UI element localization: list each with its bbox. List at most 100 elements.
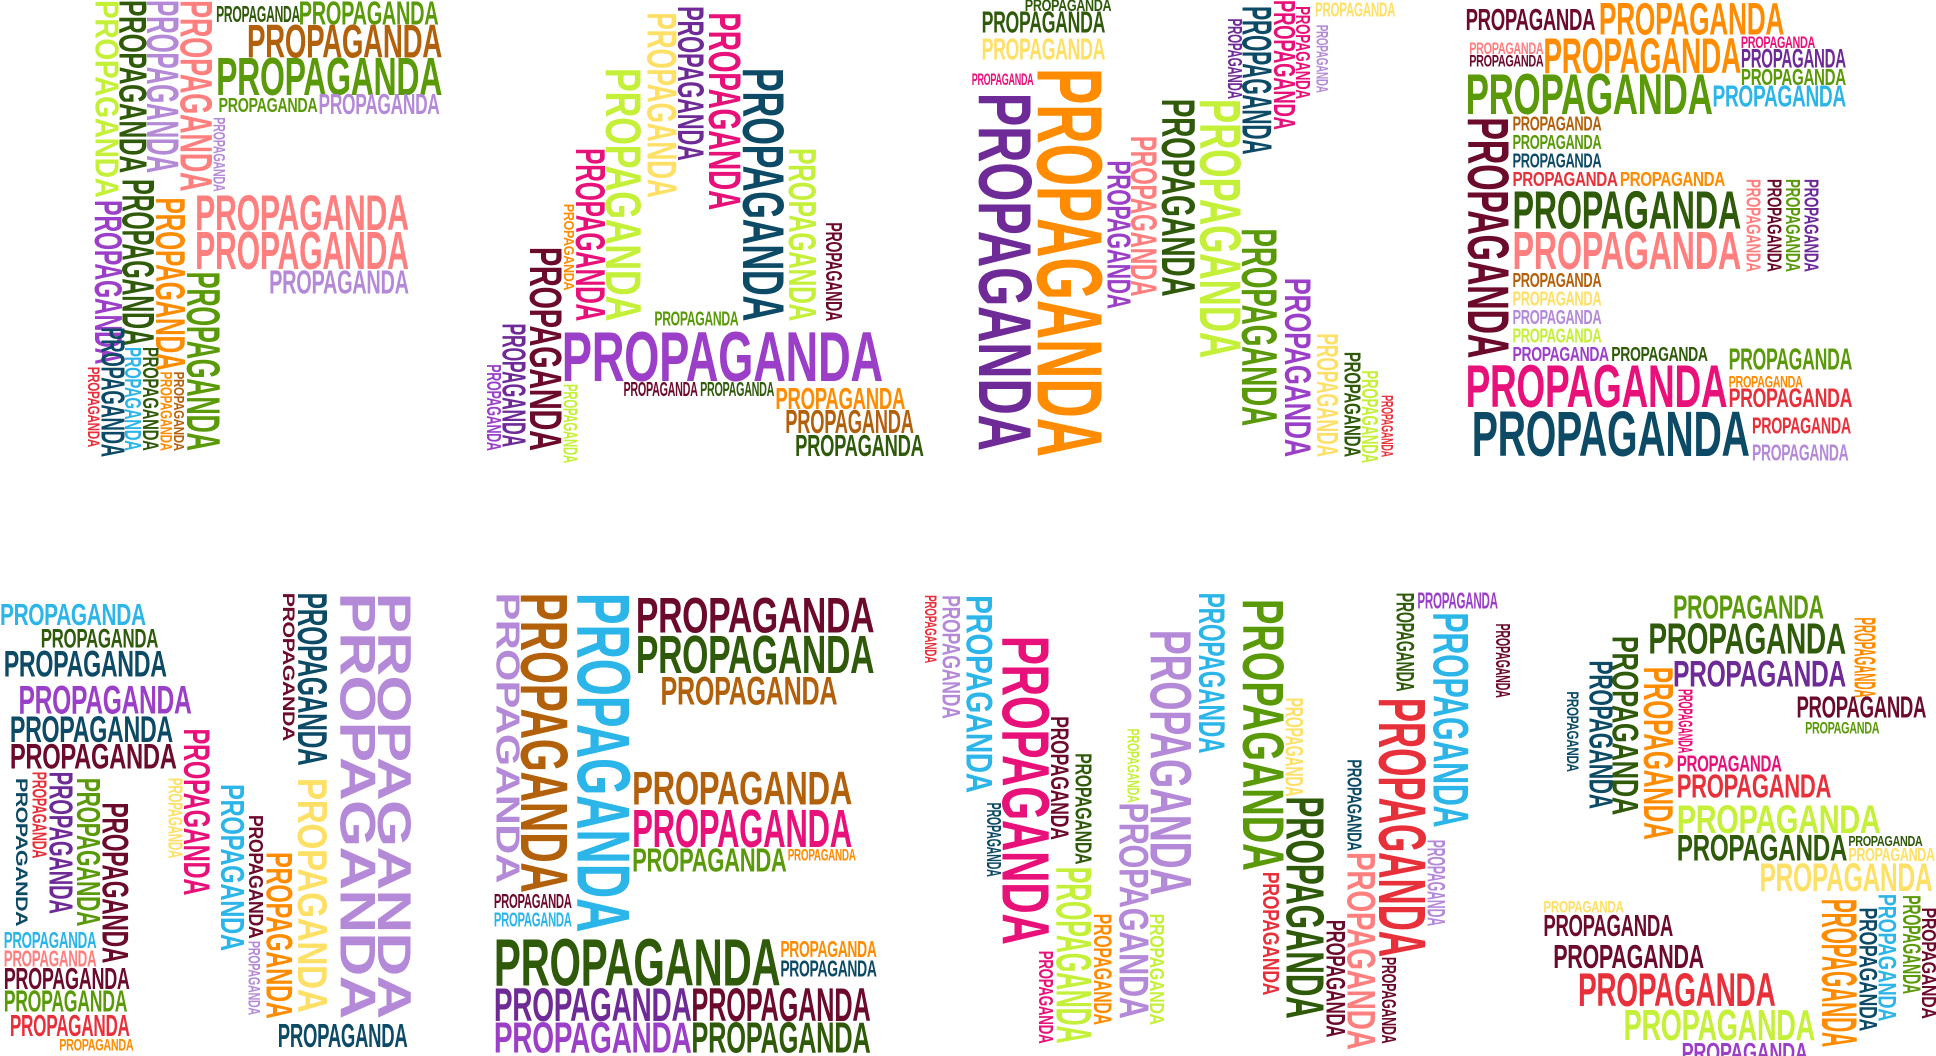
word-propaganda: PROPAGANDA	[1512, 221, 1742, 282]
word-propaganda: PROPAGANDA	[1676, 750, 1782, 777]
word-propaganda: PROPAGANDA	[1417, 587, 1498, 614]
word-propaganda: PROPAGANDA	[1471, 398, 1750, 471]
word-propaganda: PROPAGANDA	[632, 798, 852, 859]
word-propaganda: PROPAGANDA	[1796, 691, 1927, 725]
word-propaganda: PROPAGANDA	[9, 737, 177, 777]
word-propaganda: PROPAGANDA	[176, 271, 230, 451]
word-propaganda: PROPAGANDA	[567, 148, 614, 322]
word-propaganda: PROPAGANDA	[493, 891, 572, 914]
word-propaganda: PROPAGANDA	[1258, 871, 1285, 996]
word-propaganda: PROPAGANDA	[1033, 950, 1056, 1044]
word-propaganda: PROPAGANDA	[1310, 333, 1344, 457]
word-propaganda: PROPAGANDA	[318, 89, 440, 122]
word-propaganda: PROPAGANDA	[1619, 168, 1725, 191]
word-propaganda: PROPAGANDA	[1312, 24, 1332, 93]
word-propaganda: PROPAGANDA	[209, 117, 229, 192]
word-propaganda: PROPAGANDA	[3, 643, 167, 685]
word-propaganda: PROPAGANDA	[1562, 691, 1582, 772]
word-propaganda: PROPAGANDA	[1364, 697, 1440, 957]
word-propaganda: PROPAGANDA	[289, 777, 337, 1013]
word-propaganda: PROPAGANDA	[218, 94, 318, 117]
word-propaganda: PROPAGANDA	[482, 364, 505, 451]
word-propaganda: PROPAGANDA	[1110, 802, 1158, 1019]
word-propaganda: PROPAGANDA	[1872, 893, 1901, 1022]
word-propaganda: PROPAGANDA	[216, 47, 443, 108]
word-propaganda: PROPAGANDA	[519, 246, 571, 451]
word-propaganda: PROPAGANDA	[936, 595, 965, 719]
word-propaganda: PROPAGANDA	[1512, 307, 1602, 330]
word-propaganda: PROPAGANDA	[1673, 589, 1824, 627]
word-propaganda: PROPAGANDA	[169, 371, 187, 451]
word-propaganda: PROPAGANDA	[3, 945, 97, 972]
word-propaganda: PROPAGANDA	[779, 148, 823, 322]
word-propaganda: PROPAGANDA	[3, 927, 97, 954]
word-propaganda: PROPAGANDA	[691, 977, 871, 1031]
word-propaganda: PROPAGANDA	[691, 1013, 871, 1056]
word-propaganda: PROPAGANDA	[3, 963, 130, 997]
word-propaganda: PROPAGANDA	[18, 677, 192, 723]
word-propaganda: PROPAGANDA	[1490, 623, 1513, 698]
word-propaganda: PROPAGANDA	[1805, 718, 1880, 738]
word-propaganda: PROPAGANDA	[170, 0, 222, 192]
word-propaganda: PROPAGANDA	[654, 308, 739, 331]
word-propaganda: PROPAGANDA	[1577, 962, 1776, 1016]
word-propaganda: PROPAGANDA	[1543, 897, 1624, 917]
word-propaganda: PROPAGANDA	[1780, 179, 1803, 272]
word-propaganda: PROPAGANDA	[493, 925, 781, 1001]
word-propaganda: PROPAGANDA	[730, 67, 796, 322]
word-propaganda: PROPAGANDA	[1088, 913, 1117, 1025]
word-propaganda: PROPAGANDA	[40, 623, 159, 654]
word-propaganda: PROPAGANDA	[1543, 910, 1674, 944]
word-propaganda: PROPAGANDA	[1512, 270, 1602, 293]
word-propaganda: PROPAGANDA	[213, 784, 251, 951]
word-propaganda: PROPAGANDA	[3, 985, 128, 1019]
word-propaganda: PROPAGANDA	[795, 429, 924, 463]
word-propaganda: PROPAGANDA	[821, 222, 848, 322]
word-propaganda: PROPAGANDA	[1465, 3, 1596, 37]
word-propaganda: PROPAGANDA	[787, 845, 856, 865]
word-propaganda: PROPAGANDA	[1512, 113, 1602, 136]
word-propaganda: PROPAGANDA	[298, 0, 439, 33]
word-propaganda: PROPAGANDA	[1740, 64, 1846, 91]
word-propaganda: PROPAGANDA	[1759, 855, 1933, 901]
word-propaganda: PROPAGANDA	[1314, 0, 1396, 22]
word-propaganda: PROPAGANDA	[0, 599, 146, 632]
word-propaganda: PROPAGANDA	[1512, 180, 1742, 241]
word-propaganda: PROPAGANDA	[493, 909, 572, 932]
word-propaganda: PROPAGANDA	[1277, 277, 1319, 457]
word-propaganda: PROPAGANDA	[1045, 866, 1103, 1044]
word-propaganda: PROPAGANDA	[163, 777, 186, 859]
word-propaganda: PROPAGANDA	[981, 33, 1106, 67]
word-propaganda: PROPAGANDA	[1676, 768, 1832, 806]
word-propaganda: PROPAGANDA	[1847, 617, 1881, 698]
word-propaganda: PROPAGANDA	[623, 378, 698, 401]
word-propaganda: PROPAGANDA	[987, 635, 1063, 945]
word-propaganda: PROPAGANDA	[1799, 179, 1822, 272]
word-propaganda: PROPAGANDA	[920, 595, 940, 664]
word-propaganda: PROPAGANDA	[1598, 0, 1785, 45]
word-propaganda: PROPAGANDA	[1673, 688, 1696, 754]
word-propaganda: PROPAGANDA	[1611, 344, 1708, 367]
word-propaganda: PROPAGANDA	[1070, 753, 1097, 865]
word-propaganda: PROPAGANDA	[1279, 697, 1308, 797]
word-propaganda: PROPAGANDA	[1390, 592, 1419, 692]
word-propaganda: PROPAGANDA	[1454, 117, 1520, 359]
word-propaganda: PROPAGANDA	[1512, 168, 1618, 191]
word-propaganda: PROPAGANDA	[700, 378, 775, 401]
word-propaganda: PROPAGANDA	[1916, 907, 1936, 1019]
word-propaganda: PROPAGANDA	[1676, 797, 1881, 843]
word-propaganda: PROPAGANDA	[216, 1, 301, 28]
word-propaganda: PROPAGANDA	[561, 316, 883, 396]
word-propaganda: PROPAGANDA	[1676, 827, 1848, 869]
word-propaganda: PROPAGANDA	[1848, 844, 1935, 866]
word-propaganda: PROPAGANDA	[780, 955, 877, 982]
word-propaganda: PROPAGANDA	[780, 935, 877, 962]
word-propaganda: PROPAGANDA	[1469, 39, 1544, 59]
word-propaganda: PROPAGANDA	[1290, 6, 1313, 99]
word-propaganda: PROPAGANDA	[632, 761, 852, 815]
word-propaganda: PROPAGANDA	[175, 728, 217, 896]
word-propaganda: PROPAGANDA	[1356, 370, 1383, 464]
word-propaganda: PROPAGANDA	[1648, 614, 1846, 664]
word-propaganda: PROPAGANDA	[635, 586, 875, 644]
word-propaganda: PROPAGANDA	[269, 264, 409, 302]
